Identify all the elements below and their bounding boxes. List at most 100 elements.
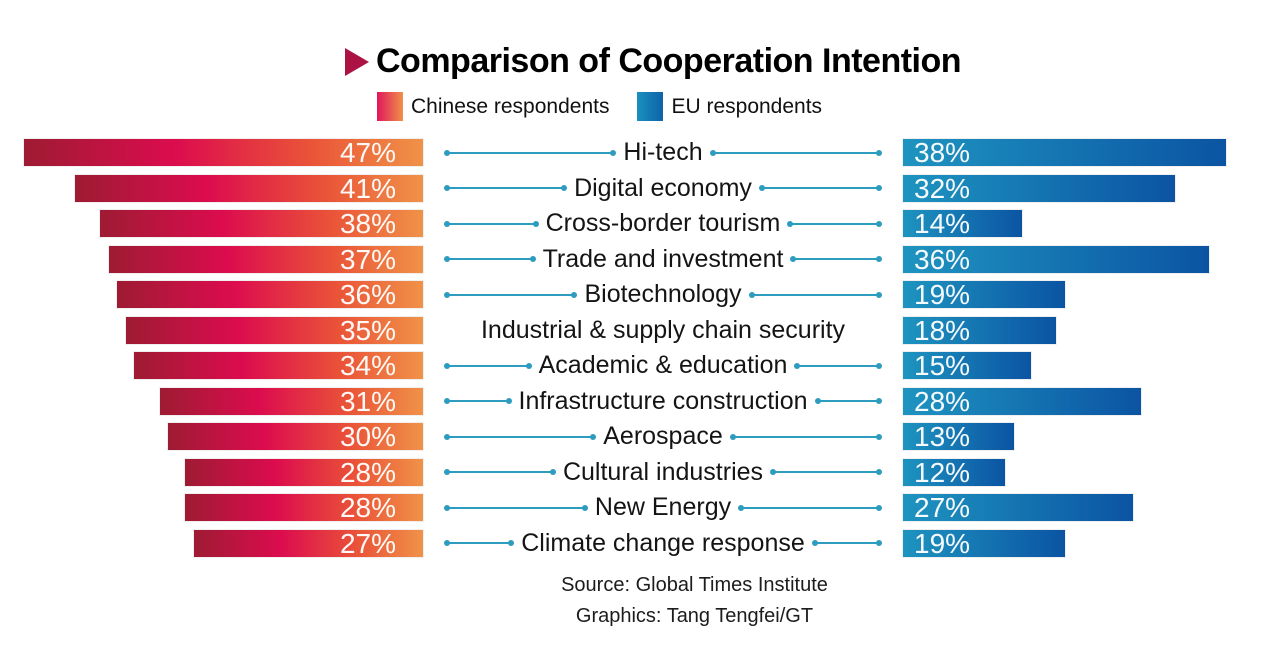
connector-line-right — [748, 291, 883, 298]
category-zone: Cultural industries — [423, 457, 903, 486]
eu-bar-zone: 27% — [903, 492, 1267, 523]
eu-value-label: 19% — [914, 527, 971, 559]
eu-bar-zone: 32% — [903, 174, 1267, 202]
eu-bar-zone: 15% — [903, 352, 1267, 380]
category-zone: Trade and investment — [423, 244, 903, 273]
chinese-bar-zone: 37% — [0, 245, 423, 273]
eu-bar: 27% — [903, 492, 1133, 523]
eu-value-label: 18% — [914, 314, 971, 346]
chart-row: 34% Academic & education 15% — [0, 352, 1267, 380]
eu-value-label: 38% — [914, 137, 971, 168]
eu-bar-zone: 18% — [903, 314, 1267, 346]
chinese-bar-zone: 36% — [0, 279, 423, 310]
chart-row: 35% Industrial & supply chain security 18% — [0, 314, 1267, 346]
chinese-bar-zone: 30% — [0, 423, 423, 451]
eu-bar-zone: 19% — [903, 527, 1267, 559]
chinese-bar-zone: 28% — [0, 492, 423, 523]
category-zone: Biotechnology — [423, 281, 903, 308]
category-zone: Climate change response — [423, 529, 903, 557]
connector-line-left — [444, 256, 536, 262]
chinese-bar-zone: 31% — [0, 387, 423, 415]
category-zone: Industrial & supply chain security — [423, 315, 903, 344]
connector-line-left — [444, 504, 588, 511]
chinese-bar-zone: 28% — [0, 458, 423, 486]
legend-item-chinese: Chinese respondents — [377, 92, 609, 121]
connector-line-right — [787, 220, 882, 227]
eu-value-label: 13% — [914, 421, 971, 452]
eu-bar: 12% — [903, 458, 1005, 486]
chinese-value-label: 47% — [339, 137, 396, 168]
eu-bar: 32% — [903, 174, 1175, 202]
chart-header: Comparison of Cooperation Intention — [345, 42, 962, 81]
eu-bar: 38% — [903, 137, 1226, 168]
connector-line-right — [709, 149, 883, 156]
chinese-bar-zone: 34% — [0, 352, 423, 380]
footer-credits: Source: Global Times Institute Graphics:… — [423, 570, 966, 632]
eu-value-label: 14% — [914, 208, 971, 239]
eu-bar: 18% — [903, 314, 1056, 346]
category-zone: Academic & education — [423, 352, 903, 379]
connector-line-left — [443, 291, 578, 298]
connector-line-left — [444, 398, 511, 404]
graphics-line: Graphics: Tang Tengfei/GT — [575, 605, 814, 627]
category-label: Industrial & supply chain security — [480, 315, 846, 344]
category-label: Academic & education — [538, 351, 788, 379]
source-line: Source: Global Times Institute — [561, 574, 828, 596]
eu-bar-zone: 12% — [903, 458, 1267, 486]
category-label: Cultural industries — [562, 457, 764, 486]
connector-line-right — [729, 433, 883, 440]
connector-line-right — [794, 362, 882, 369]
eu-bar: 36% — [903, 243, 1209, 275]
chinese-bar: 30% — [168, 423, 423, 451]
category-zone: Cross-border tourism — [423, 210, 903, 237]
eu-bar: 19% — [903, 279, 1065, 310]
category-label: Infrastructure construction — [518, 386, 808, 415]
category-zone: Digital economy — [423, 173, 903, 202]
connector-line-left — [443, 433, 597, 440]
chinese-value-label: 38% — [339, 208, 396, 239]
chinese-bar: 37% — [108, 245, 423, 273]
chart-row: 36% Biotechnology 19% — [0, 279, 1267, 310]
connector-line-right — [738, 504, 882, 511]
connector-line-right — [811, 540, 883, 546]
eu-bar: 19% — [903, 527, 1065, 559]
category-label: Digital economy — [574, 173, 752, 202]
chart-row: 41% Digital economy 32% — [0, 173, 1267, 202]
chinese-bar: 38% — [100, 208, 423, 239]
eu-bar: 14% — [903, 208, 1022, 239]
category-label: Aerospace — [603, 422, 723, 450]
chinese-value-label: 36% — [339, 279, 396, 310]
eu-bar-zone: 13% — [903, 421, 1267, 452]
category-label: Hi-tech — [623, 138, 703, 166]
eu-swatch-icon — [637, 92, 664, 121]
chart-row: 28% New Energy 27% — [0, 492, 1267, 523]
category-label: Trade and investment — [542, 244, 784, 273]
chart-row: 37% Trade and investment 36% — [0, 243, 1267, 275]
chinese-bar-zone: 41% — [0, 174, 423, 202]
chart-row: 38% Cross-border tourism 14% — [0, 208, 1267, 239]
chinese-value-label: 28% — [339, 492, 396, 523]
eu-value-label: 19% — [914, 279, 971, 310]
category-zone: Aerospace — [423, 423, 903, 450]
chinese-bar-zone: 47% — [0, 137, 423, 168]
connector-line-left — [444, 220, 539, 227]
connector-line-left — [444, 362, 532, 369]
chart-row: 47% Hi-tech 38% — [0, 137, 1267, 168]
chart-row: 27% Climate change response 19% — [0, 527, 1267, 559]
category-zone: New Energy — [423, 494, 903, 521]
chinese-bar: 28% — [185, 492, 423, 523]
chart-row: 30% Aerospace 13% — [0, 421, 1267, 452]
eu-value-label: 27% — [914, 492, 971, 523]
connector-line-right — [770, 469, 882, 475]
eu-value-label: 28% — [914, 385, 971, 417]
eu-value-label: 36% — [914, 243, 971, 275]
category-label: New Energy — [594, 493, 732, 521]
eu-bar-zone: 28% — [903, 385, 1267, 417]
chinese-bar: 47% — [23, 137, 423, 168]
legend-item-eu: EU respondents — [637, 92, 822, 121]
triangle-marker-icon — [345, 47, 369, 76]
category-zone: Infrastructure construction — [423, 386, 903, 415]
chinese-bar: 31% — [159, 387, 423, 415]
connector-line-right — [814, 398, 882, 404]
